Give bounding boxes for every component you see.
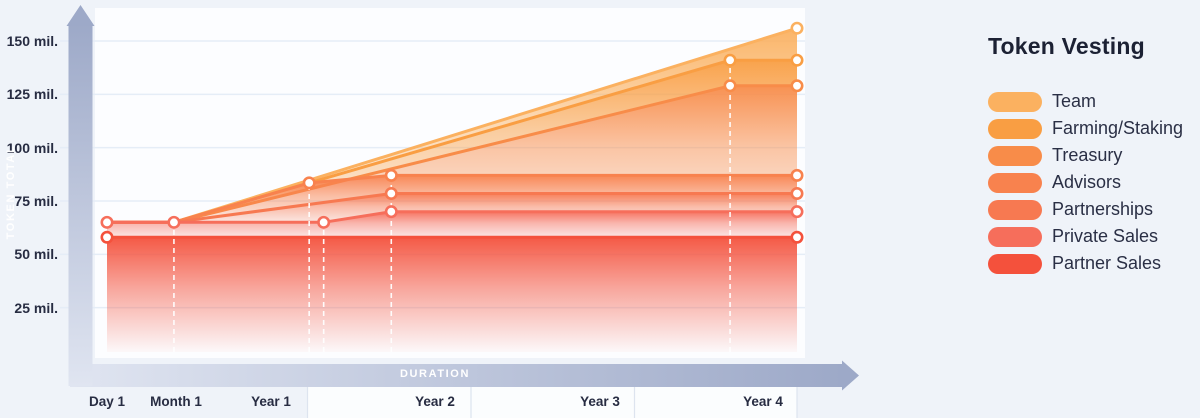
- x-tick-label: Year 1: [251, 394, 291, 409]
- y-tick-label: 100 mil.: [6, 139, 58, 156]
- data-point-marker: [723, 79, 737, 93]
- legend-item-partner-sales: Partner Sales: [988, 250, 1198, 277]
- legend-item-private-sales: Private Sales: [988, 223, 1198, 250]
- data-point-marker: [100, 230, 114, 244]
- y-tick-label: 50 mil.: [14, 246, 58, 263]
- x-axis-bar: [70, 364, 842, 387]
- data-point-marker: [384, 168, 398, 182]
- y-tick-label: 75 mil.: [14, 193, 58, 209]
- legend-swatch: [988, 118, 1042, 139]
- data-point-marker: [790, 187, 804, 201]
- y-tick-label: 25 mil.: [14, 299, 58, 316]
- legend-label: Advisors: [1052, 172, 1122, 192]
- x-tick-label: Year 2: [415, 394, 455, 409]
- data-point-marker: [302, 176, 316, 190]
- data-point-marker: [723, 53, 737, 67]
- legend-item-partnerships: Partnerships: [988, 196, 1198, 223]
- x-axis-arrowhead: [842, 360, 859, 391]
- x-label-cell: [471, 386, 635, 418]
- data-point-marker: [384, 187, 398, 201]
- y-axis-bar: [68, 24, 93, 386]
- data-point-marker: [790, 230, 804, 244]
- x-tick-label: Year 3: [580, 394, 620, 409]
- data-point-marker: [100, 215, 114, 229]
- data-point-marker: [790, 168, 804, 182]
- legend-item-treasury: Treasury: [988, 142, 1198, 169]
- area-advisors: [107, 175, 797, 223]
- legend-title: Token Vesting: [988, 33, 1145, 59]
- legend-label: Team: [1052, 91, 1097, 111]
- x-tick-label: Year 4: [743, 394, 783, 409]
- data-point-marker: [384, 205, 398, 219]
- legend-swatch: [988, 172, 1042, 193]
- x-label-cell: [307, 386, 471, 418]
- legend-label: Treasury: [1052, 145, 1123, 165]
- y-tick-label: 125 mil.: [6, 86, 58, 103]
- area-partnerships: [107, 193, 797, 223]
- legend-swatch: [988, 145, 1042, 166]
- data-point-marker: [790, 53, 804, 67]
- legend-label: Farming/Staking: [1052, 118, 1184, 138]
- legend-swatch: [988, 91, 1042, 112]
- data-point-marker: [167, 215, 181, 229]
- legend-swatch: [988, 253, 1042, 274]
- y-tick-label: 150 mil.: [6, 33, 58, 49]
- legend-swatch: [988, 199, 1042, 220]
- y-axis-arrowhead: [66, 5, 95, 26]
- x-axis-title: DURATION: [399, 368, 471, 380]
- legend-label: Partner Sales: [1052, 253, 1162, 273]
- x-label-cell: [634, 386, 797, 418]
- legend-label: Private Sales: [1052, 226, 1159, 246]
- legend-item-team: Team: [988, 88, 1198, 115]
- legend-item-advisors: Advisors: [988, 169, 1198, 196]
- data-point-marker: [790, 79, 804, 93]
- x-tick-label: Day 1: [88, 394, 126, 409]
- legend: Token Vesting Team Farming/Staking Treasur…: [988, 33, 1198, 277]
- line-private-sales: [105, 210, 799, 224]
- data-point-marker: [790, 21, 804, 35]
- y-axis-title: TOKEN TOTAL: [5, 144, 17, 240]
- data-point-marker: [317, 215, 331, 229]
- area-partner-sales: [107, 237, 797, 352]
- legend-items: Team Farming/Staking Treasury Advisors Partn…: [988, 88, 1198, 277]
- legend-item-farming-staking: Farming/Staking: [988, 115, 1198, 142]
- data-point-marker: [790, 205, 804, 219]
- x-tick-label: Month 1: [150, 394, 202, 409]
- legend-swatch: [988, 226, 1042, 247]
- area-private-sales: [107, 211, 797, 238]
- legend-label: Partnerships: [1052, 199, 1154, 219]
